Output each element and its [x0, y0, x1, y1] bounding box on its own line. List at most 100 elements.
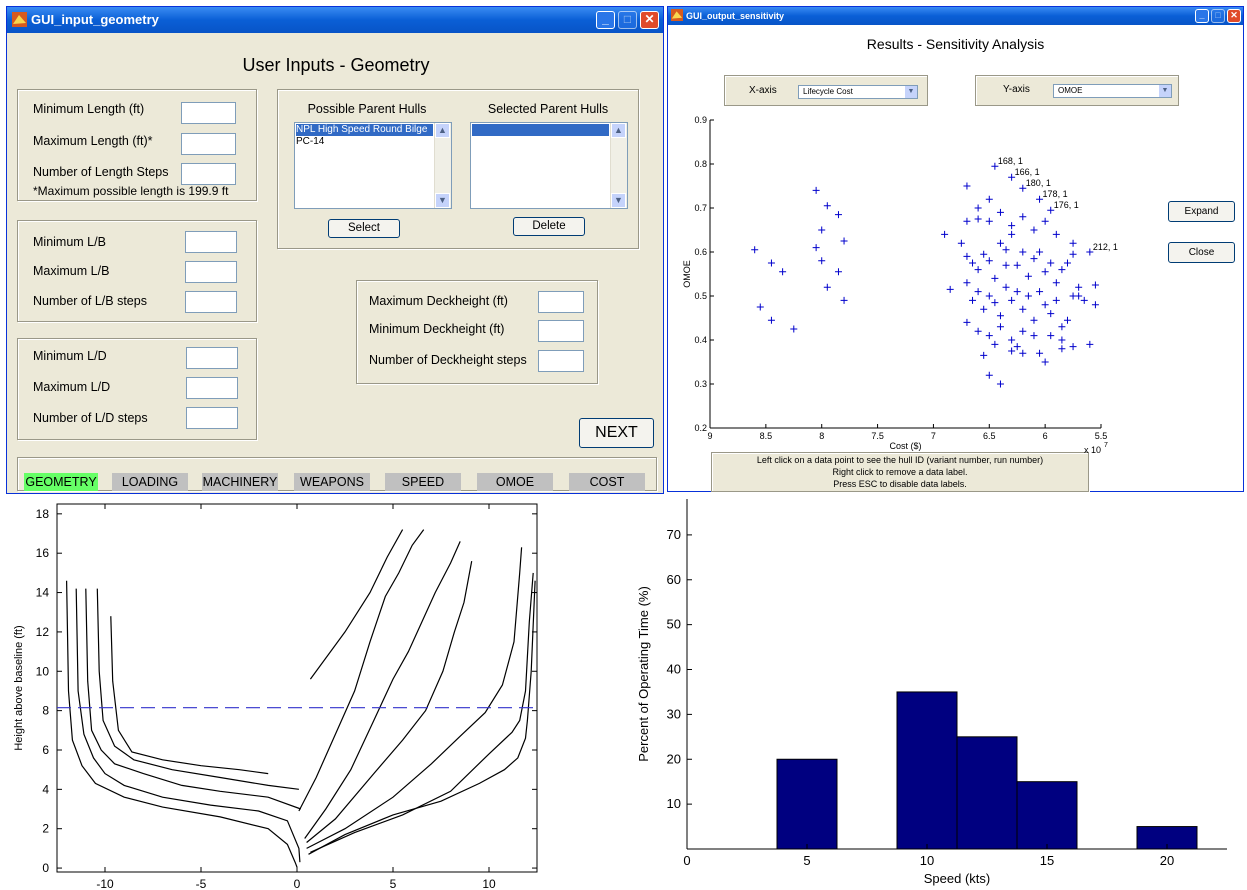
next-button[interactable]: NEXT — [579, 418, 654, 448]
lb-panel: Minimum L/B Maximum L/B Number of L/B st… — [17, 220, 257, 322]
data-point-marker — [818, 226, 826, 234]
hull-list-item[interactable]: PC-14 — [296, 136, 325, 147]
length-panel: Minimum Length (ft) Maximum Length (ft)*… — [17, 89, 257, 201]
data-point-marker — [1036, 288, 1044, 296]
close-icon[interactable]: ✕ — [640, 11, 659, 29]
selected-hulls-scrollbar[interactable]: ▲ ▼ — [610, 123, 627, 208]
hull-section-line — [309, 529, 404, 680]
selected-hulls-label: Selected Parent Hulls — [487, 102, 609, 116]
deckheight-steps-label: Number of Deckheight steps — [369, 353, 527, 367]
select-button[interactable]: Select — [328, 219, 400, 238]
geometry-titlebar[interactable]: GUI_input_geometry _ □ ✕ — [7, 7, 663, 33]
min-ld-label: Minimum L/D — [33, 349, 107, 363]
data-point-marker — [991, 299, 999, 307]
ld-steps-input[interactable] — [186, 407, 238, 429]
tab-loading[interactable]: LOADING — [112, 473, 188, 491]
tab-weapons[interactable]: WEAPONS — [294, 473, 370, 491]
length-steps-input[interactable] — [181, 163, 236, 185]
lb-steps-input[interactable] — [185, 291, 237, 313]
x-tick-label: 10 — [482, 877, 496, 890]
max-lb-input[interactable] — [185, 261, 237, 283]
data-point-marker — [1058, 266, 1066, 274]
min-length-input[interactable] — [181, 102, 236, 124]
x-tick-label: -5 — [196, 877, 207, 890]
data-point-marker — [985, 332, 993, 340]
max-length-label: Maximum Length (ft)* — [33, 134, 153, 148]
scroll-down-icon[interactable]: ▼ — [611, 193, 626, 208]
tab-speed[interactable]: SPEED — [385, 473, 461, 491]
y-tick-label: 14 — [36, 586, 50, 600]
hull-section-line — [96, 588, 299, 790]
y-axis-select[interactable]: OMOE ▼ — [1053, 84, 1172, 98]
max-ld-input[interactable] — [186, 377, 238, 399]
data-point-marker — [985, 257, 993, 265]
tab-cost[interactable]: COST — [569, 473, 645, 491]
scroll-up-icon[interactable]: ▲ — [435, 123, 450, 138]
tab-machinery[interactable]: MACHINERY — [202, 473, 278, 491]
help-panel: Left click on a data point to see the hu… — [711, 452, 1089, 492]
parent-hulls-panel: Possible Parent Hulls Selected Parent Hu… — [277, 89, 639, 249]
y-tick-label: 0.4 — [694, 335, 707, 345]
delete-button[interactable]: Delete — [513, 217, 585, 236]
data-point-marker — [1047, 206, 1055, 214]
data-point-marker — [751, 246, 759, 254]
max-length-note: *Maximum possible length is 199.9 ft — [33, 184, 229, 198]
help-line: Press ESC to disable data labels. — [833, 479, 967, 489]
window-title: GUI_input_geometry — [31, 12, 159, 27]
data-point-marker — [1041, 268, 1049, 276]
data-point-marker — [1013, 343, 1021, 351]
x-tick-label: 7.5 — [871, 431, 884, 441]
data-point-marker — [812, 244, 820, 252]
data-point-marker — [974, 266, 982, 274]
close-button[interactable]: Close — [1168, 242, 1235, 263]
sensitivity-titlebar[interactable]: GUI_output_sensitivity _ □ ✕ — [668, 7, 1243, 25]
chevron-down-icon[interactable]: ▼ — [1159, 85, 1171, 97]
min-ld-input[interactable] — [186, 347, 238, 369]
x-axis-title: Speed (kts) — [924, 871, 990, 886]
possible-hulls-list[interactable]: NPL High Speed Round Bilge PC-14 ▲ ▼ — [294, 122, 452, 209]
expand-button[interactable]: Expand — [1168, 201, 1235, 222]
max-length-input[interactable] — [181, 133, 236, 155]
data-point-marker — [1019, 184, 1027, 192]
tab-omoe[interactable]: OMOE — [477, 473, 553, 491]
max-ld-label: Maximum L/D — [33, 380, 111, 394]
y-tick-label: 0 — [42, 861, 49, 875]
data-label: 212, 1 — [1093, 242, 1118, 252]
deckheight-steps-input[interactable] — [538, 350, 584, 372]
min-lb-input[interactable] — [185, 231, 237, 253]
data-point-marker — [1063, 316, 1071, 324]
selected-hulls-list[interactable]: ▲ ▼ — [470, 122, 628, 209]
max-deckheight-input[interactable] — [538, 291, 584, 313]
data-point-marker — [756, 303, 764, 311]
data-point-marker — [834, 211, 842, 219]
data-point-marker — [996, 380, 1004, 388]
minimize-icon[interactable]: _ — [1195, 9, 1209, 23]
minimize-icon[interactable]: _ — [596, 11, 615, 29]
data-point-marker — [818, 257, 826, 265]
data-point-marker — [823, 283, 831, 291]
y-tick-label: 30 — [667, 706, 681, 721]
maximize-icon[interactable]: □ — [1211, 9, 1225, 23]
sensitivity-scatter-chart[interactable]: 9 8.5 8 7.5 7 6.5 6 5.5 0.2 0.3 0.4 0.5 0.6 0.7 0.8 0.9… — [665, 108, 1145, 458]
scroll-up-icon[interactable]: ▲ — [611, 123, 626, 138]
possible-hulls-scrollbar[interactable]: ▲ ▼ — [434, 123, 451, 208]
x-axis-select[interactable]: Lifecycle Cost ▼ — [798, 85, 918, 99]
histogram-bar — [956, 736, 1018, 850]
x-axis-title: Cost ($) — [889, 441, 921, 451]
data-point-marker — [1019, 349, 1027, 357]
maximize-icon[interactable]: □ — [618, 11, 637, 29]
chevron-down-icon[interactable]: ▼ — [905, 86, 917, 98]
hull-list-item[interactable]: NPL High Speed Round Bilge — [296, 124, 433, 136]
selected-hull-highlight[interactable] — [472, 124, 609, 136]
y-tick-label: 12 — [36, 625, 50, 639]
data-point-marker — [996, 312, 1004, 320]
matlab-icon — [671, 9, 683, 21]
min-deckheight-input[interactable] — [538, 320, 584, 342]
y-tick-label: 8 — [42, 704, 49, 718]
tab-geometry[interactable]: GEOMETRY — [24, 473, 98, 491]
x-tick-label: 6 — [1043, 431, 1048, 441]
scroll-down-icon[interactable]: ▼ — [435, 193, 450, 208]
close-icon[interactable]: ✕ — [1227, 9, 1241, 23]
histogram-bar — [776, 758, 838, 850]
data-point-marker — [1030, 332, 1038, 340]
